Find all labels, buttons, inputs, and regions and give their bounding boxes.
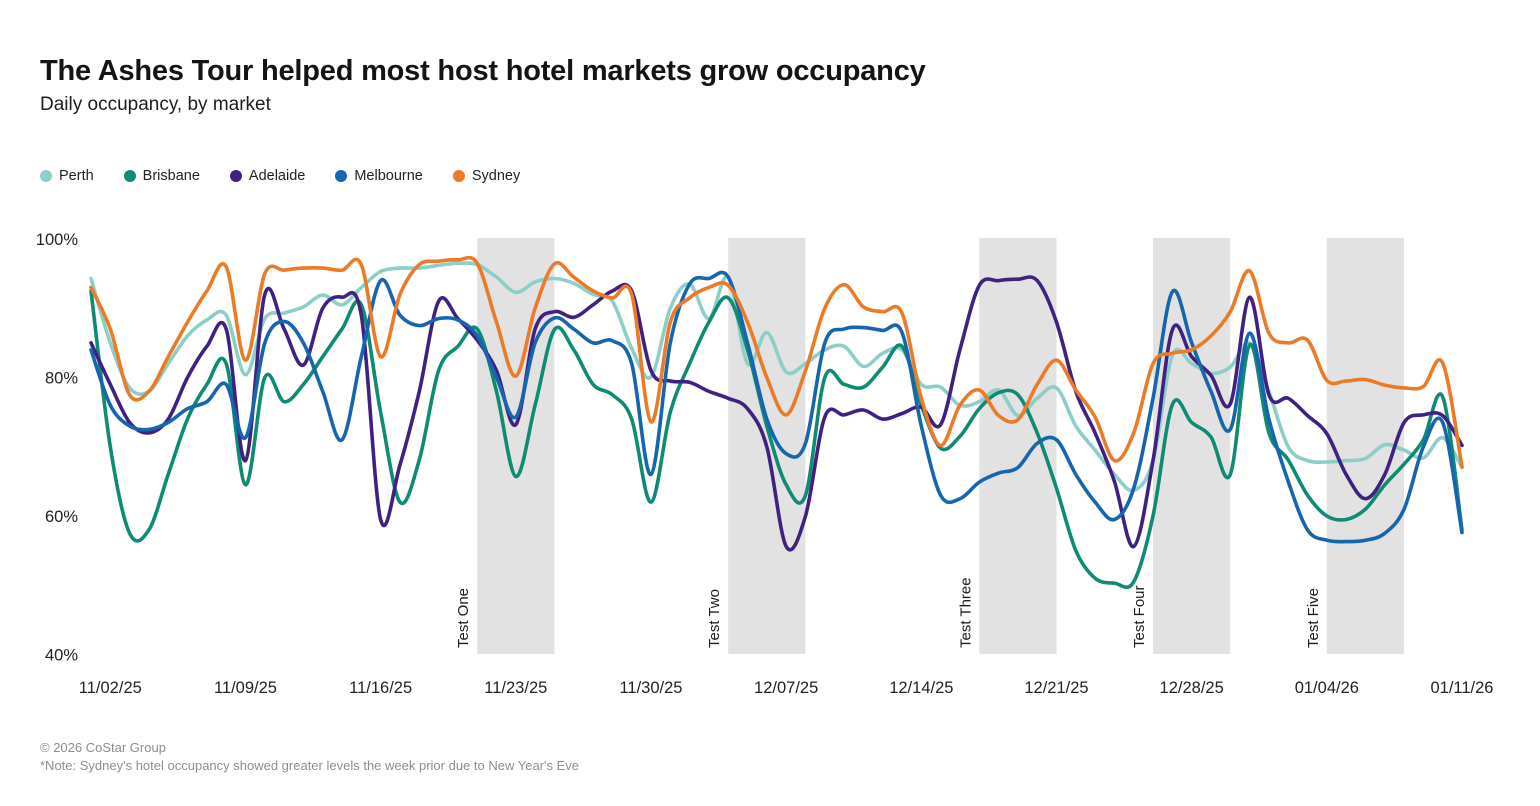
copyright-text: © 2026 CoStar Group xyxy=(40,740,166,755)
test-band-label-3: Test Three xyxy=(957,577,974,648)
chart-subtitle: Daily occupancy, by market xyxy=(40,94,271,115)
legend-label-melbourne: Melbourne xyxy=(354,168,423,184)
x-axis-label: 01/11/26 xyxy=(1430,679,1493,697)
x-axis-label: 11/30/25 xyxy=(619,679,682,697)
sydney-series-dot-icon xyxy=(452,170,465,182)
test-band-label-2: Test Two xyxy=(706,589,723,648)
legend-item-perth: Perth xyxy=(40,168,94,184)
y-axis-label: 40% xyxy=(45,647,78,665)
series-line-melbourne xyxy=(89,270,1464,544)
melbourne-series-dot-icon xyxy=(335,170,348,182)
legend-label-adelaide: Adelaide xyxy=(248,168,306,184)
legend-item-sydney: Sydney xyxy=(452,168,521,184)
adelaide-series-dot-icon xyxy=(229,170,242,182)
x-axis-label: 11/02/25 xyxy=(79,679,142,697)
legend-item-brisbane: Brisbane xyxy=(123,168,200,184)
x-axis-label: 11/09/25 xyxy=(214,679,277,697)
y-axis-label: 60% xyxy=(45,508,78,526)
series-line-sydney xyxy=(89,255,1464,469)
legend-item-melbourne: Melbourne xyxy=(335,168,423,184)
perth-series-dot-icon xyxy=(40,170,52,182)
y-axis-label: 80% xyxy=(45,370,78,388)
note-text: *Note: Sydney's hotel occupancy showed g… xyxy=(40,758,579,773)
series-line-brisbane xyxy=(89,289,1464,590)
test-band-label-1: Test One xyxy=(455,588,472,648)
legend-label-sydney: Sydney xyxy=(471,168,521,184)
test-band-3 xyxy=(979,238,1057,654)
series-line-perth xyxy=(89,261,1464,493)
legend-item-adelaide: Adelaide xyxy=(229,168,306,184)
x-axis-label: 12/21/25 xyxy=(1024,679,1088,697)
legend-label-brisbane: Brisbane xyxy=(142,168,200,184)
test-band-label-4: Test Four xyxy=(1131,585,1148,648)
brisbane-series-dot-icon xyxy=(123,170,136,182)
x-axis-label: 12/28/25 xyxy=(1160,679,1224,697)
x-axis-label: 12/07/25 xyxy=(754,679,818,697)
chart-legend: Perth Brisbane Adelaide Melbourne Sydney xyxy=(40,168,520,184)
test-band-1 xyxy=(477,238,555,654)
legend-label-perth: Perth xyxy=(59,168,94,184)
chart-footer: © 2026 CoStar Group *Note: Sydney's hote… xyxy=(40,739,579,775)
x-axis-label: 12/14/25 xyxy=(889,679,953,697)
x-axis-label: 01/04/26 xyxy=(1295,679,1359,697)
x-axis-label: 11/23/25 xyxy=(484,679,547,697)
x-axis-label: 11/16/25 xyxy=(349,679,412,697)
test-band-label-5: Test Five xyxy=(1305,588,1322,648)
y-axis-label: 100% xyxy=(36,231,79,249)
chart-title: The Ashes Tour helped most host hotel ma… xyxy=(40,55,926,88)
series-line-adelaide xyxy=(89,275,1464,552)
